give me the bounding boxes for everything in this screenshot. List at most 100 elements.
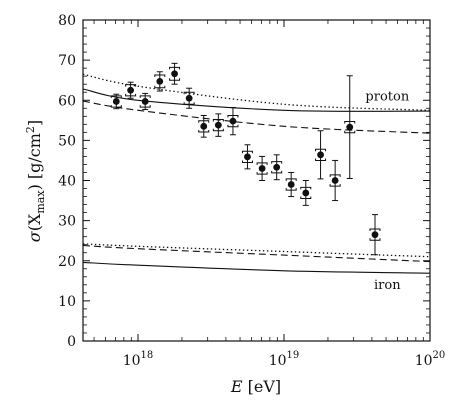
sys-error-bracket (300, 196, 312, 200)
data-point (154, 71, 166, 92)
x-tick-labels: 1018 1019 1020 (123, 350, 446, 369)
sys-error-bracket (125, 84, 137, 87)
annotations: proton iron (365, 89, 409, 293)
model-curve-solid-6 (82, 261, 431, 274)
y-tick-label: 30 (58, 214, 76, 230)
y-tick-label: 80 (58, 13, 76, 29)
data-point (315, 130, 327, 180)
sys-error-bracket (329, 184, 341, 187)
data-marker (273, 163, 281, 171)
sys-error-bracket (183, 102, 195, 105)
y-tick-label: 10 (58, 294, 76, 310)
sys-error-bracket (369, 228, 381, 232)
data-marker (258, 165, 266, 172)
sys-error-bracket (285, 188, 297, 191)
y-tick-label: 40 (58, 174, 76, 190)
data-marker (331, 177, 339, 184)
sys-error-bracket (241, 150, 253, 154)
data-point (169, 62, 181, 85)
data-marker (317, 151, 324, 159)
sys-error-bracket (125, 93, 137, 97)
data-marker (244, 153, 251, 161)
plot-frame (82, 19, 431, 342)
data-marker (127, 86, 135, 94)
sys-error-bracket (227, 114, 239, 118)
sys-error-bracket (227, 124, 239, 128)
data-marker (200, 122, 208, 130)
data-marker (371, 231, 379, 239)
sys-error-bracket (256, 172, 268, 175)
sys-error-bracket (110, 105, 122, 108)
sys-error-bracket (271, 170, 283, 174)
data-marker (171, 70, 178, 78)
y-tick-label: 0 (67, 334, 76, 350)
data-point (241, 144, 253, 170)
data-marker (229, 117, 237, 125)
data-point (212, 113, 224, 137)
y-tick-label: 50 (58, 133, 76, 149)
annotation-proton: proton (365, 89, 409, 104)
sys-error-bracket (139, 95, 151, 98)
y-tick-labels: 0 10 20 30 40 50 60 70 80 (58, 13, 76, 350)
data-point (285, 171, 297, 198)
data-marker (185, 94, 193, 102)
data-point (198, 114, 210, 138)
y-tick-label: 20 (58, 254, 76, 270)
x-tick-label: 1020 (415, 350, 446, 369)
data-point (271, 154, 283, 181)
y-axis-label: σ(Xmax) [g/cm2] (24, 120, 47, 242)
data-marker (141, 98, 149, 105)
x-axis-label: E [eV] (230, 377, 281, 396)
model-curve-dashed-3 (82, 100, 431, 134)
data-point (344, 75, 356, 179)
y-tick-label: 60 (58, 93, 76, 109)
sys-error-bracket (169, 66, 181, 70)
data-point (369, 214, 381, 256)
sys-error-bracket (315, 148, 327, 152)
data-point (300, 180, 312, 206)
sys-error-bracket (169, 78, 181, 81)
sys-error-bracket (212, 119, 224, 122)
sys-error-bracket (139, 105, 151, 108)
sys-error-bracket (183, 91, 195, 95)
sys-error-bracket (344, 130, 356, 134)
sys-error-bracket (285, 178, 297, 181)
data-point (227, 106, 239, 136)
model-curve-dotted-4 (82, 243, 431, 258)
sys-error-bracket (212, 128, 224, 132)
sys-error-bracket (271, 161, 283, 164)
sys-error-bracket (198, 129, 210, 133)
data-marker (302, 189, 310, 197)
data-points (110, 62, 381, 256)
sys-error-bracket (315, 158, 327, 161)
axis-ticks (83, 19, 431, 342)
data-marker (112, 98, 120, 105)
data-point (329, 159, 341, 202)
data-point (139, 92, 151, 110)
sys-error-bracket (256, 162, 268, 165)
sys-error-bracket (344, 121, 356, 124)
data-point (110, 93, 122, 110)
model-curve-dashed-5 (82, 244, 431, 263)
data-point (256, 155, 268, 181)
data-marker (156, 77, 164, 85)
sys-error-bracket (154, 85, 166, 89)
x-tick-label: 1018 (123, 350, 154, 369)
annotation-iron: iron (374, 278, 401, 293)
data-marker (214, 121, 222, 129)
sys-error-bracket (198, 120, 210, 123)
x-tick-label: 1019 (269, 350, 300, 369)
sys-error-bracket (329, 174, 341, 177)
sys-error-bracket (241, 160, 253, 163)
sys-error-bracket (110, 95, 122, 98)
model-curve-solid-2 (82, 88, 431, 112)
data-point (125, 81, 137, 99)
sys-error-bracket (369, 238, 381, 241)
data-marker (346, 123, 354, 131)
data-marker (287, 181, 295, 188)
data-point (183, 87, 195, 109)
sys-error-bracket (154, 74, 166, 77)
sys-error-bracket (300, 186, 312, 190)
y-tick-label: 70 (58, 53, 76, 69)
